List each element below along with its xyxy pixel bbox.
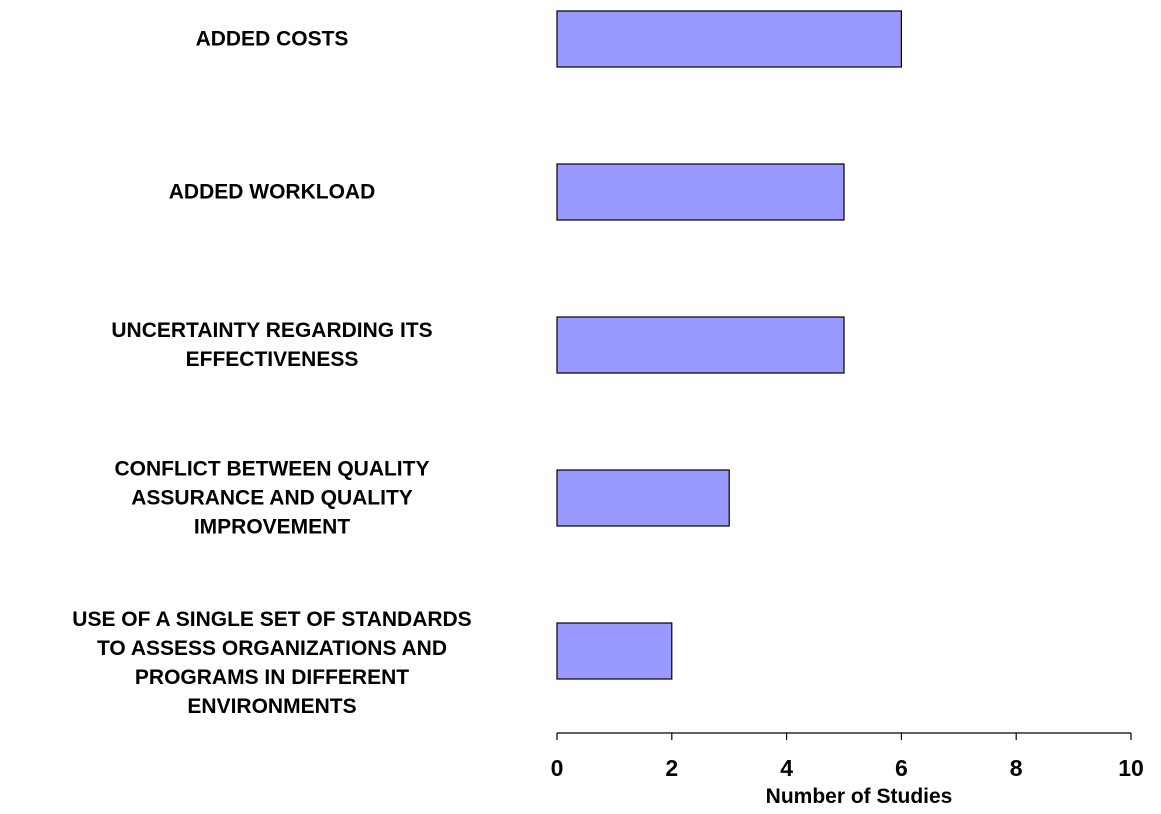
category-label-line: CONFLICT BETWEEN QUALITY [114,457,430,481]
category-label-line: IMPROVEMENT [193,515,351,539]
bar-0 [556,10,902,68]
category-label: ADDED COSTS [2,25,542,54]
category-label: UNCERTAINTY REGARDING ITS EFFECTIVENESS [2,316,542,374]
x-axis-title: Number of Studies [765,785,953,808]
bar-2 [556,316,845,374]
bar-1 [556,163,845,221]
x-tick-label: 0 [550,755,564,781]
category-label-line: ASSURANCE AND QUALITY [131,486,413,510]
x-tick-label: 2 [665,755,679,781]
category-label: USE OF A SINGLE SET OF STANDARDS TO ASSES… [2,605,542,721]
x-tick-label: 4 [780,755,793,781]
category-label: CONFLICT BETWEEN QUALITY ASSURANCE AND QU… [2,455,542,542]
category-label-line: ENVIRONMENTS [187,695,357,718]
category-label-line: UNCERTAINTY REGARDING ITS [111,319,433,342]
x-tick-label: 6 [894,755,908,781]
x-tick-label: 8 [1009,755,1023,781]
category-label-line: PROGRAMS IN DIFFERENT [134,666,410,689]
category-label-line: ADDED COSTS [195,27,349,51]
bar-4 [556,622,673,680]
category-label-line: EFFECTIVENESS [185,348,359,371]
category-label-line: ADDED WORKLOAD [168,180,376,204]
bar-3 [556,469,730,527]
category-label-line: TO ASSESS ORGANIZATIONS AND [96,637,448,660]
category-label-line: USE OF A SINGLE SET OF STANDARDS [72,608,472,631]
x-tick-label: 10 [1118,755,1144,781]
category-label: ADDED WORKLOAD [2,178,542,207]
